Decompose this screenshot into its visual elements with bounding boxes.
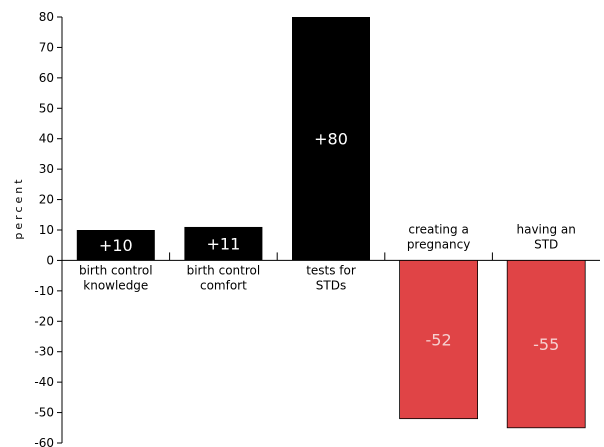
y-tick-label: 20	[39, 193, 54, 207]
y-tick-label: 10	[39, 223, 54, 237]
y-tick-label: 70	[39, 40, 54, 54]
y-tick-label: -10	[34, 284, 54, 298]
y-tick-label: 30	[39, 162, 54, 176]
y-tick-label: -60	[34, 436, 54, 447]
category-label: creating a pregnancy	[407, 222, 471, 251]
bar	[399, 260, 479, 420]
bar	[292, 17, 370, 261]
data-label: +80	[314, 130, 348, 149]
y-tick-label: 80	[39, 10, 54, 24]
data-label: -52	[426, 331, 452, 350]
data-label: +10	[99, 236, 133, 255]
data-label: +11	[207, 235, 241, 254]
y-axis-label: percent	[12, 176, 25, 239]
y-tick-label: -20	[34, 314, 54, 328]
bar	[76, 230, 155, 261]
y-tick-label: -40	[34, 375, 54, 389]
category-label: having an STD	[517, 222, 576, 251]
y-tick-label: -50	[34, 406, 54, 420]
category-label: birth control knowledge	[79, 263, 153, 292]
category-label: birth control comfort	[187, 263, 261, 292]
y-tick-label: 60	[39, 71, 54, 85]
plot-area: 80 70 60 50 40 30 20 10 0 -10 -20 -30 -40 -50 -60 +10 bi…	[34, 10, 600, 447]
data-label: -55	[533, 335, 559, 354]
y-tick-label: 50	[39, 101, 54, 115]
y-tick-label: 0	[46, 253, 54, 267]
bar	[506, 260, 586, 429]
y-tick-label: 40	[39, 132, 54, 146]
category-label: tests for STDs	[306, 263, 356, 292]
bar	[184, 226, 263, 261]
y-tick-label: -30	[34, 345, 54, 359]
